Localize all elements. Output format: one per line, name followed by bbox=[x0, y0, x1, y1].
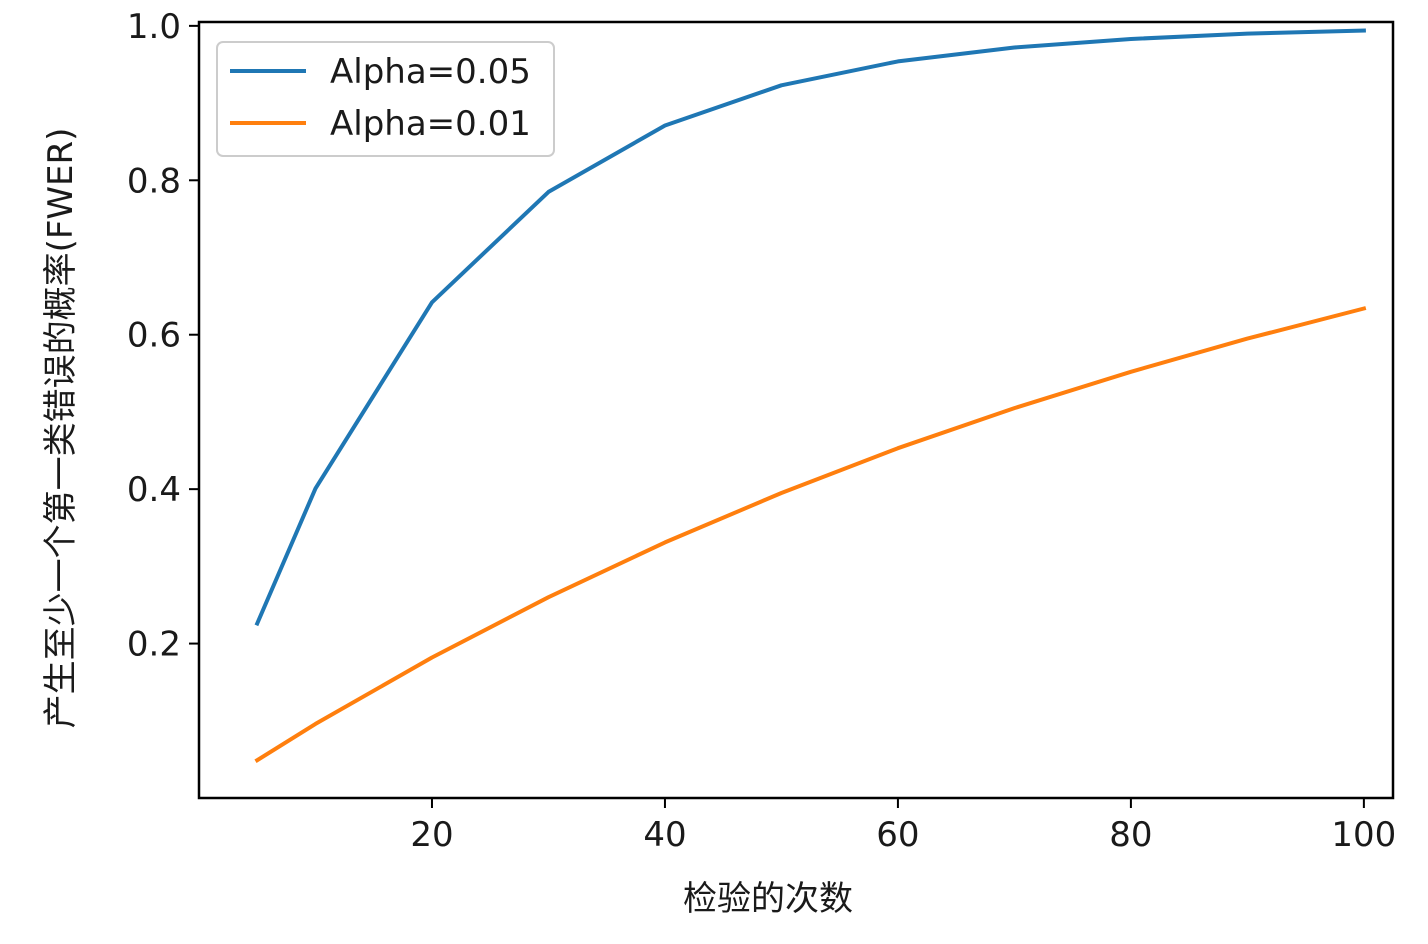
x-tick-label: 100 bbox=[1331, 815, 1396, 855]
y-axis-ticks: 0.2 0.4 0.6 0.8 1.0 bbox=[127, 7, 199, 665]
y-tick-label: 0.8 bbox=[127, 161, 181, 201]
x-axis-label: 检验的次数 bbox=[683, 879, 853, 919]
legend: Alpha=0.05 Alpha=0.01 bbox=[216, 41, 555, 157]
legend-entry-alpha-001: Alpha=0.01 bbox=[330, 104, 531, 144]
y-tick-label: 0.6 bbox=[127, 316, 181, 356]
y-axis-label: 产生至少一个第一类错误的概率(FWER) bbox=[41, 128, 81, 729]
x-tick-label: 20 bbox=[410, 815, 453, 855]
x-axis-ticks: 20 40 60 80 100 bbox=[410, 798, 1396, 855]
x-tick-label: 60 bbox=[876, 815, 919, 855]
y-tick-label: 0.4 bbox=[127, 470, 181, 510]
y-tick-label: 0.2 bbox=[127, 625, 181, 665]
series-line-alpha-001 bbox=[254, 306, 1367, 763]
plot-frame bbox=[197, 20, 1395, 800]
series-line-alpha-005 bbox=[254, 28, 1366, 627]
legend-entry-alpha-005: Alpha=0.05 bbox=[330, 52, 531, 92]
y-tick-label: 1.0 bbox=[127, 7, 181, 47]
x-tick-label: 40 bbox=[643, 815, 686, 855]
series-layer bbox=[254, 28, 1367, 763]
x-tick-label: 80 bbox=[1109, 815, 1152, 855]
